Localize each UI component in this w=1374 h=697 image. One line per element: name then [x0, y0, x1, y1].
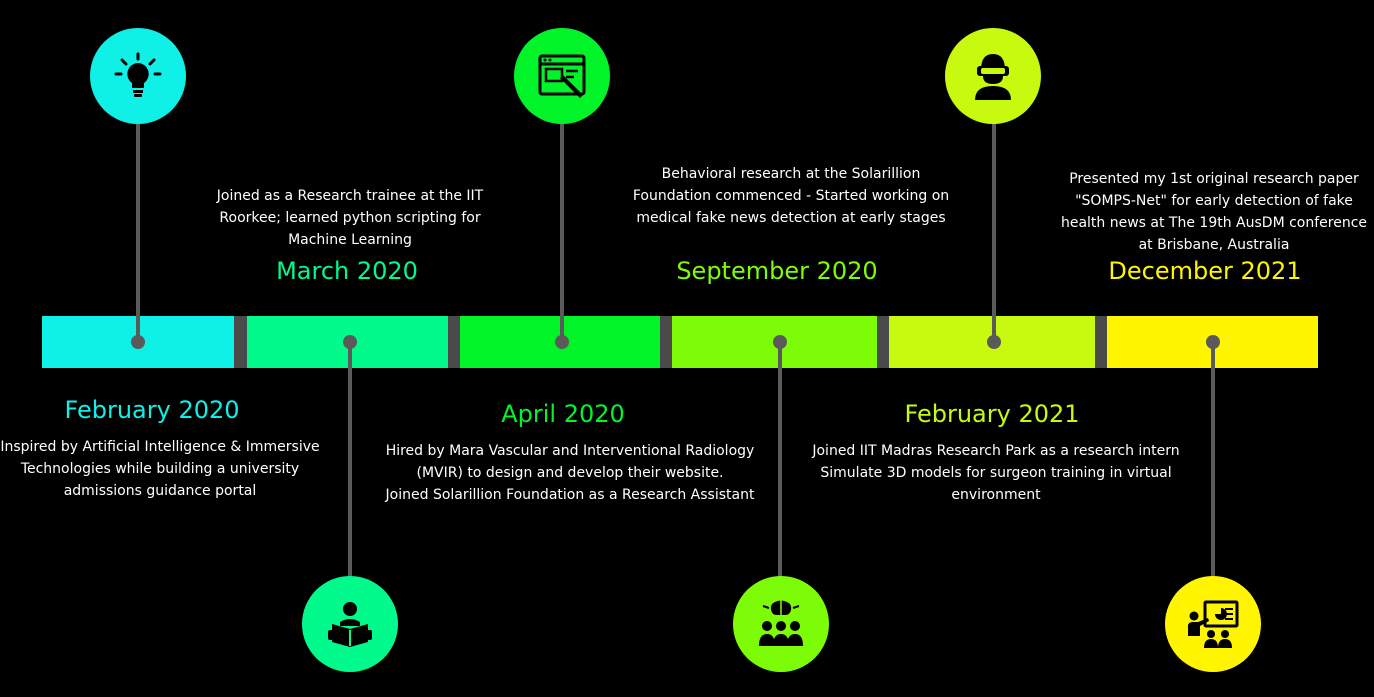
timeline-dot — [131, 335, 145, 349]
milestone-4-icon-circle — [733, 576, 829, 672]
timeline-gap — [1095, 316, 1107, 368]
milestone-3-date: April 2020 — [501, 400, 625, 428]
connector-stem — [778, 342, 782, 578]
milestone-4-description: Behavioral research at the Solarillion F… — [632, 166, 950, 226]
milestone-1-description: Inspired by Artificial Intelligence & Im… — [0, 439, 320, 499]
lightbulb-icon — [114, 52, 162, 97]
milestone-2-icon-circle — [302, 576, 398, 672]
timeline-gap — [234, 316, 247, 368]
milestone-6-description: Presented my 1st original research paper… — [1060, 171, 1368, 253]
web-design-icon — [538, 54, 586, 98]
connector-stem — [1211, 342, 1215, 578]
milestone-2-date: March 2020 — [276, 257, 418, 285]
reader-book-icon — [328, 602, 372, 647]
milestone-6-date: December 2021 — [1108, 257, 1302, 285]
timeline-dot — [1206, 335, 1220, 349]
milestone-1-date: February 2020 — [64, 396, 240, 424]
milestone-1-icon-circle — [90, 28, 186, 124]
milestone-3-description: Hired by Mara Vascular and Interventiona… — [366, 440, 774, 506]
timeline-gap — [448, 316, 460, 368]
timeline-dot — [555, 335, 569, 349]
description-line: Joined IIT Madras Research Park as a res… — [812, 443, 1180, 459]
milestone-6-icon-circle — [1165, 576, 1261, 672]
vr-headset-user-icon — [975, 54, 1011, 100]
timeline-gap — [877, 316, 889, 368]
timeline-dot — [343, 335, 357, 349]
timeline-dot — [773, 335, 787, 349]
connector-stem — [136, 120, 140, 342]
timeline-dot — [987, 335, 1001, 349]
milestone-5-icon-circle — [945, 28, 1041, 124]
milestone-5-date: February 2021 — [904, 400, 1080, 428]
milestone-5-description: Joined IIT Madras Research Park as a res… — [800, 440, 1192, 506]
connector-stem — [992, 120, 996, 342]
description-line: Joined Solarillion Foundation as a Resea… — [385, 487, 755, 503]
description-line: Simulate 3D models for surgeon training … — [820, 465, 1172, 503]
description-line: (MVIR) to design and develop their websi… — [416, 465, 724, 481]
milestone-4-date: September 2020 — [676, 257, 878, 285]
milestone-3-icon-circle — [514, 28, 610, 124]
presentation-icon — [1188, 600, 1239, 648]
timeline-gap — [660, 316, 672, 368]
milestone-2-description: Joined as a Research trainee at the IIT … — [216, 188, 484, 248]
connector-stem — [560, 120, 564, 342]
team-brain-icon — [759, 600, 803, 646]
description-line: Hired by Mara Vascular and Interventiona… — [385, 443, 755, 459]
connector-stem — [348, 342, 352, 578]
